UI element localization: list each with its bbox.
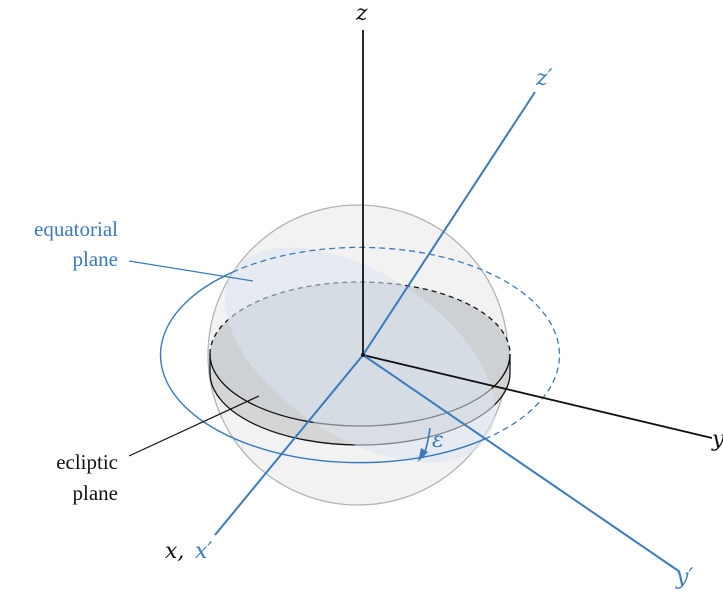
y-axis bbox=[362, 354, 713, 439]
epsilon-arrow bbox=[418, 427, 431, 462]
equatorial-plane-label-line2: plane bbox=[73, 247, 118, 271]
z-prime-axis-label: z′ bbox=[535, 66, 553, 91]
ecliptic-leader-line bbox=[128, 395, 260, 457]
z-prime-axis bbox=[362, 91, 536, 356]
x-axis-label: x, bbox=[165, 539, 184, 564]
y-prime-axis-label: y′ bbox=[675, 565, 693, 590]
z-axis-label: z bbox=[355, 1, 368, 26]
ecliptic-plane-label-line1: ecliptic bbox=[56, 450, 118, 474]
x-axis bbox=[214, 354, 364, 536]
y-prime-axis bbox=[362, 354, 681, 573]
origin-point bbox=[361, 353, 365, 357]
equatorial-leader-line bbox=[128, 260, 254, 282]
x-prime-axis-label: x′ bbox=[195, 539, 212, 564]
equatorial-plane-label-line1: equatorial bbox=[34, 217, 118, 241]
equatorial-plane bbox=[159, 246, 561, 464]
y-axis-label: y bbox=[711, 427, 723, 452]
epsilon-label: ε bbox=[432, 428, 444, 453]
ecliptic-plane-label-line2: plane bbox=[73, 481, 118, 505]
